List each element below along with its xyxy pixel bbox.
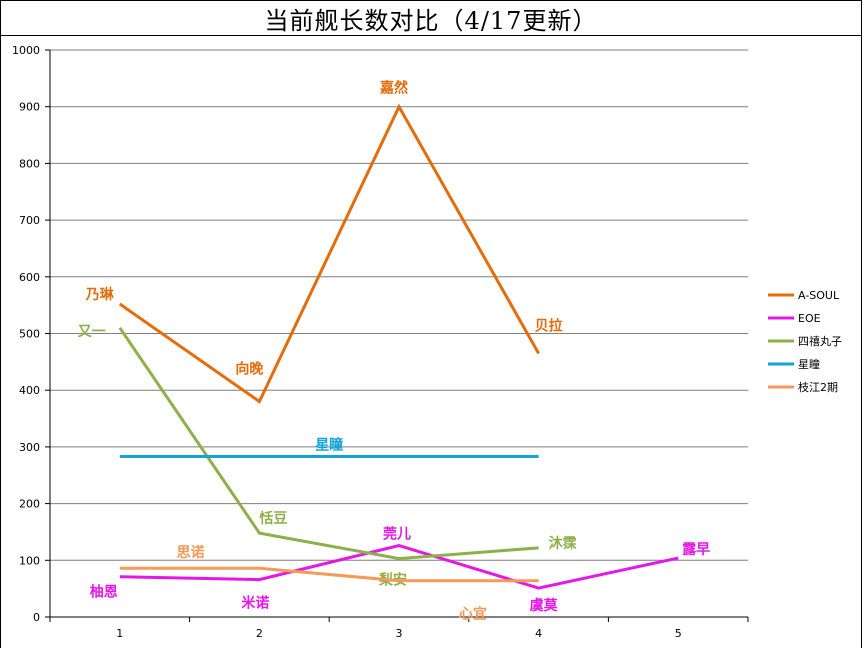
y-tick-label: 100	[19, 554, 40, 567]
y-tick-label: 700	[19, 214, 40, 227]
y-tick-label: 800	[19, 157, 40, 170]
series-line-0	[118, 103, 540, 404]
data-label: 虞莫	[530, 597, 559, 614]
legend-label: 枝江2期	[798, 380, 838, 394]
data-label: 沐霂	[549, 535, 577, 552]
y-tick-label: 300	[19, 441, 40, 454]
right-border	[861, 36, 862, 648]
y-tick-label: 600	[19, 271, 40, 284]
series-line-1	[119, 544, 679, 590]
y-tick-label: 200	[19, 498, 40, 511]
chart-title: 当前舰长数对比（4/17更新）	[264, 6, 598, 35]
legend-label: A-SOUL	[798, 289, 840, 302]
y-tick-label: 0	[33, 611, 40, 624]
data-label: 又一	[78, 324, 106, 340]
legend-label: 星瞳	[798, 357, 820, 371]
data-label: 莞儿	[383, 526, 411, 543]
data-label: 恬豆	[258, 510, 287, 527]
data-label: 贝拉	[535, 317, 563, 334]
series-line-2	[118, 326, 539, 561]
y-tick-label: 500	[19, 328, 40, 341]
y-tick-label: 1000	[12, 44, 40, 57]
left-border	[0, 36, 1, 648]
data-label: 柚恩	[90, 584, 118, 601]
x-tick-label: 5	[675, 627, 682, 640]
x-tick-label: 1	[116, 627, 123, 640]
legend-label: 四禧丸子	[798, 335, 842, 348]
data-label: 思诺	[177, 544, 205, 561]
data-label: 米诺	[241, 595, 269, 612]
data-label: 露早	[682, 541, 710, 558]
data-label: 星瞳	[315, 437, 343, 454]
data-label: 乃琳	[85, 286, 115, 303]
x-tick-label: 3	[396, 627, 403, 640]
x-tick-label: 4	[535, 627, 542, 640]
data-label: 心宜	[459, 606, 487, 623]
chart-title-bar: 当前舰长数对比（4/17更新）	[0, 0, 862, 36]
x-tick-label: 2	[256, 627, 263, 640]
data-label: 向晚	[235, 361, 263, 378]
legend-label: EOE	[798, 312, 821, 325]
y-tick-label: 900	[19, 101, 40, 114]
series-line-4	[119, 566, 539, 583]
data-label: 嘉然	[379, 80, 408, 97]
y-tick-label: 400	[19, 384, 40, 397]
